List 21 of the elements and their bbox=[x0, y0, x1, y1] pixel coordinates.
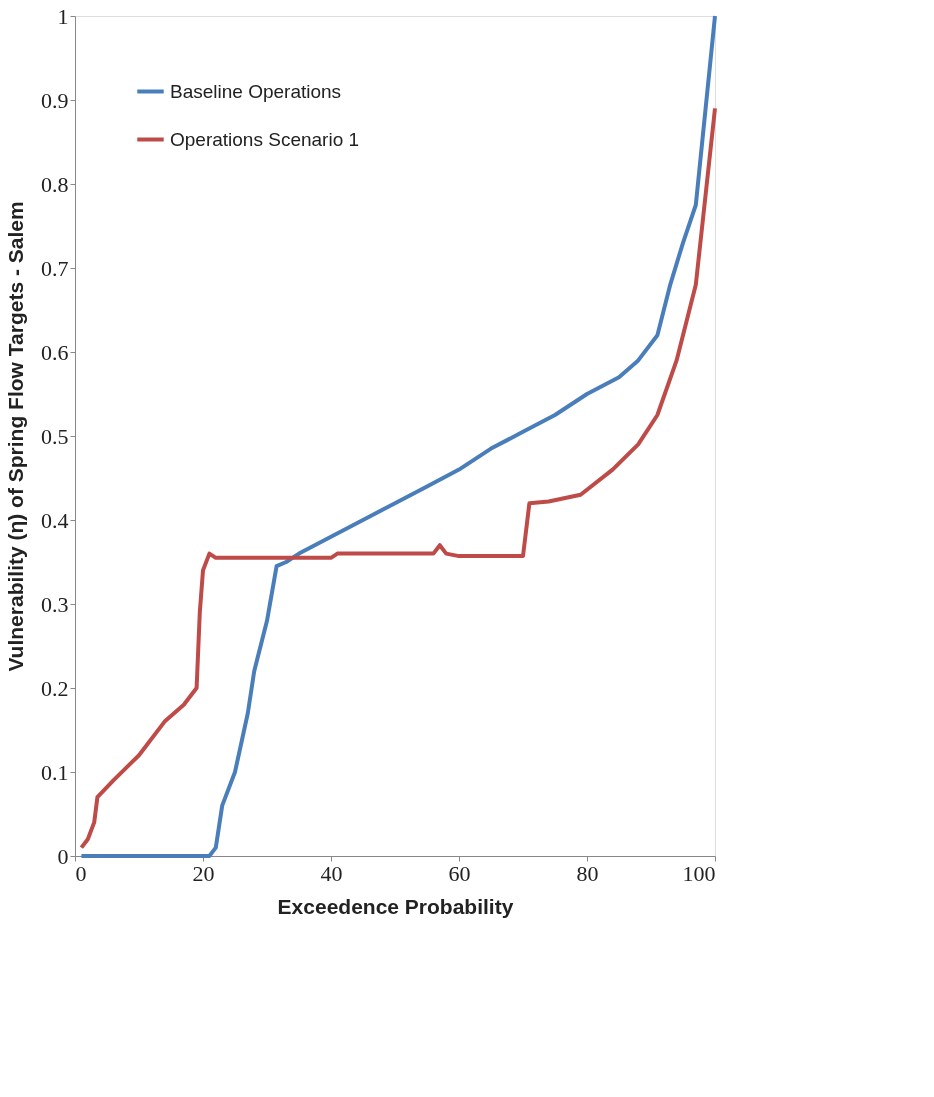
x-tick-label: 80 bbox=[576, 860, 599, 886]
x-axis-title: Exceedence Probability bbox=[277, 894, 514, 918]
y-tick-label: 0.1 bbox=[41, 759, 69, 785]
y-tick-label: 0.2 bbox=[41, 675, 69, 701]
y-tick-label: 0.8 bbox=[41, 171, 69, 197]
y-tick-label: 0 bbox=[57, 843, 69, 869]
y-tick-label: 0.3 bbox=[41, 591, 69, 617]
x-tick-label: 100 bbox=[682, 860, 716, 886]
legend-label: Baseline Operations bbox=[170, 80, 342, 102]
x-tick-label: 40 bbox=[320, 860, 343, 886]
legend-label: Operations Scenario 1 bbox=[170, 128, 360, 150]
y-tick-label: 0.7 bbox=[41, 255, 69, 281]
x-tick-label: 20 bbox=[192, 860, 215, 886]
y-tick-label: 1 bbox=[57, 3, 69, 29]
y-axis-title: Vulnerability (η) of Spring Flow Targets - Salem bbox=[4, 201, 27, 672]
y-tick-label: 0.5 bbox=[41, 423, 69, 449]
y-tick-label: 0.9 bbox=[41, 87, 69, 113]
y-tick-label: 0.4 bbox=[41, 507, 69, 533]
x-tick-label: 0 bbox=[75, 860, 87, 886]
y-tick-label: 0.6 bbox=[41, 339, 69, 365]
x-tick-label: 60 bbox=[448, 860, 471, 886]
